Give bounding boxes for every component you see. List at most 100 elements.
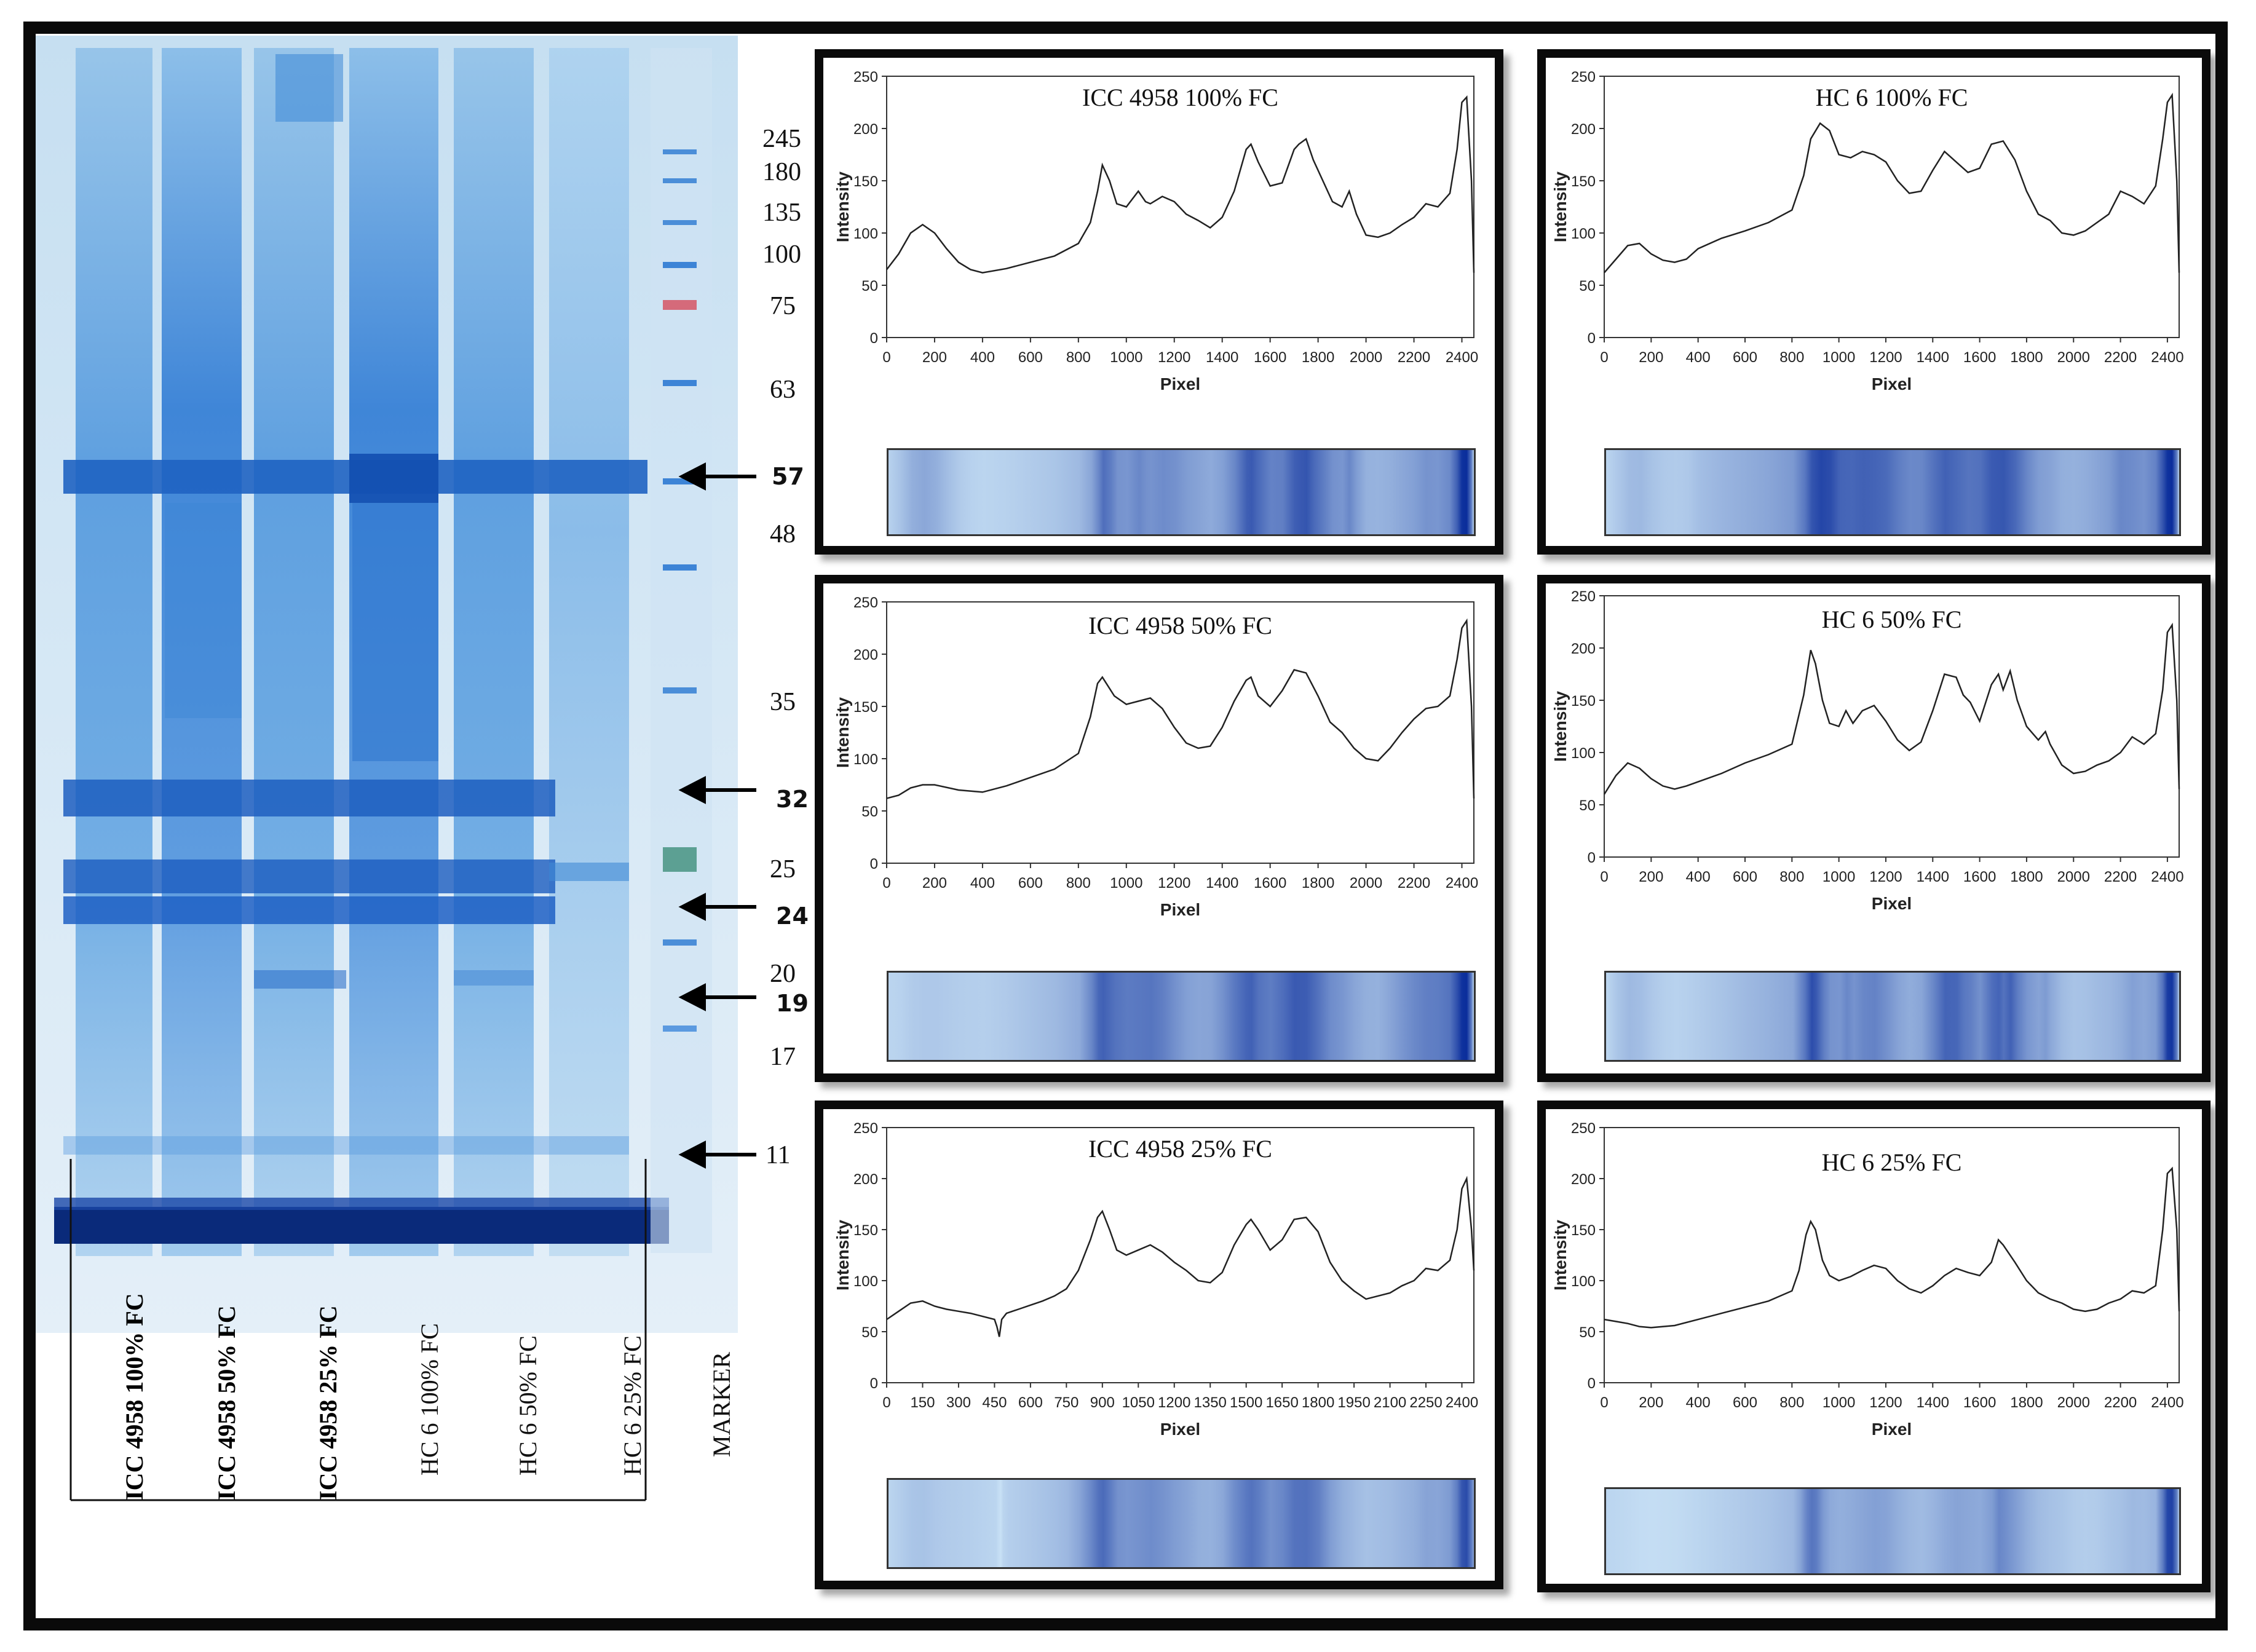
x-tick-label: 1000: [1110, 349, 1142, 366]
y-tick-label: 100: [1571, 745, 1596, 762]
lane-label: ICC 4958 25% FC: [314, 1305, 342, 1500]
y-tick-label: 250: [1571, 588, 1596, 605]
profile-line: [886, 618, 1475, 799]
x-tick-label: 200: [922, 875, 947, 891]
x-axis-label: Pixel: [1872, 1420, 1912, 1439]
mw-label: 35: [770, 688, 796, 716]
x-tick-label: 1600: [1963, 349, 1996, 366]
y-tick-label: 200: [1571, 641, 1596, 657]
y-tick-label: 100: [1571, 226, 1596, 242]
x-tick-label: 2200: [1398, 875, 1430, 891]
arrow-label: 11: [766, 1141, 791, 1169]
mw-label: 75: [770, 292, 796, 320]
y-tick-label: 0: [1588, 850, 1596, 866]
x-tick-label: 2200: [1398, 349, 1430, 366]
y-tick-label: 200: [1571, 121, 1596, 138]
x-tick-label: 1650: [1265, 1394, 1298, 1411]
mw-label: 20: [770, 960, 796, 988]
y-axis-label: Intensity: [1551, 691, 1570, 762]
x-tick-label: 1200: [1158, 875, 1190, 891]
x-tick-label: 1350: [1194, 1394, 1227, 1411]
chart-title: ICC 4958 50% FC: [1088, 612, 1272, 639]
x-tick-label: 1800: [1302, 875, 1334, 891]
x-tick-label: 800: [1066, 349, 1091, 366]
x-tick-label: 400: [1686, 349, 1711, 366]
densitometry-panel: 0 50 100 150 200 250 0 200 400 600 800 1000 1200 1400…: [1537, 575, 2210, 1082]
x-tick-label: 1800: [2010, 1394, 2043, 1411]
mw-label: 25: [770, 855, 796, 883]
line-chart: 0 50 100 150 200 250 0 200 400 600 800 1000 1200 1400…: [1551, 1120, 2184, 1439]
y-tick-label: 50: [1579, 1324, 1596, 1341]
line-chart: 0 50 100 150 200 250 0 200 400 600 800 1000 1200 1400…: [833, 595, 1478, 919]
y-tick-label: 0: [870, 330, 878, 347]
y-tick-label: 50: [1579, 278, 1596, 294]
x-tick-label: 1200: [1869, 349, 1902, 366]
y-tick-label: 0: [870, 856, 878, 872]
x-tick-label: 600: [1733, 349, 1757, 366]
y-tick-label: 250: [853, 595, 878, 611]
lane-strip-image: [1604, 448, 2181, 536]
x-tick-label: 600: [1733, 869, 1757, 885]
x-tick-label: 1600: [1963, 869, 1996, 885]
profile-line: [1604, 92, 2180, 274]
x-tick-label: 200: [1639, 349, 1663, 366]
x-tick-label: 600: [1018, 875, 1043, 891]
lane-strip-image: [887, 1478, 1476, 1569]
lane-label: MARKER: [708, 1351, 735, 1457]
y-tick-label: 100: [853, 1273, 878, 1290]
y-tick-label: 50: [861, 1324, 878, 1341]
lane-strip-image: [1604, 971, 2181, 1062]
x-tick-label: 1050: [1122, 1394, 1155, 1411]
plot-area: [1604, 595, 2180, 858]
x-tick-label: 800: [1779, 869, 1804, 885]
y-tick-label: 250: [1571, 69, 1596, 85]
y-tick-label: 50: [861, 804, 878, 820]
line-chart: 0 50 100 150 200 250 0 150 300 450 600 750 900 1050 12…: [833, 1120, 1478, 1439]
y-tick-label: 150: [1571, 173, 1596, 190]
x-tick-label: 400: [1686, 869, 1711, 885]
x-tick-label: 2200: [2104, 1394, 2137, 1411]
profile-line: [1604, 1166, 2180, 1329]
y-tick-label: 150: [1571, 693, 1596, 709]
x-tick-label: 2200: [2104, 869, 2137, 885]
x-tick-label: 450: [982, 1394, 1007, 1411]
line-chart: 0 50 100 150 200 250 0 200 400 600 800 1000 1200 1400…: [833, 69, 1478, 393]
line-chart: 0 50 100 150 200 250 0 200 400 600 800 1000 1200 1400…: [1551, 69, 2184, 393]
plot-area: [886, 601, 1474, 864]
lane-label: ICC 4958 50% FC: [213, 1305, 240, 1500]
x-tick-label: 1200: [1158, 1394, 1190, 1411]
mw-label: 63: [770, 376, 796, 404]
x-tick-label: 0: [1600, 869, 1608, 885]
x-tick-label: 600: [1018, 1394, 1043, 1411]
x-tick-label: 2400: [2151, 349, 2183, 366]
mw-label: 100: [762, 240, 801, 269]
x-tick-label: 200: [1639, 869, 1663, 885]
arrow-label: 32: [776, 786, 809, 813]
mw-label: 17: [770, 1043, 796, 1071]
lane-label: ICC 4958 100% FC: [121, 1293, 148, 1500]
x-tick-label: 1000: [1823, 349, 1855, 366]
x-tick-label: 2000: [1350, 875, 1382, 891]
x-tick-label: 1800: [1302, 349, 1334, 366]
profile-line: [886, 1176, 1475, 1337]
x-tick-label: 0: [882, 1394, 890, 1411]
y-tick-label: 0: [1588, 330, 1596, 347]
y-axis-label: Intensity: [1551, 172, 1570, 243]
densitometry-panel: 0 50 100 150 200 250 0 150 300 450 600 750 900 1050 12…: [815, 1101, 1503, 1589]
line-chart: 0 50 100 150 200 250 0 200 400 600 800 1000 1200 1400…: [1551, 588, 2184, 913]
plot-area: [1604, 76, 2180, 338]
lane-strip-image: [887, 971, 1476, 1062]
x-tick-label: 600: [1733, 1394, 1757, 1411]
y-tick-label: 0: [1588, 1375, 1596, 1392]
y-tick-label: 100: [1571, 1273, 1596, 1290]
lane-strip-image: [887, 448, 1476, 536]
x-tick-label: 2000: [2057, 349, 2090, 366]
x-tick-label: 1200: [1869, 1394, 1902, 1411]
x-tick-label: 1000: [1110, 875, 1142, 891]
arrow-label: 24: [776, 903, 809, 930]
densitometry-panel: 0 50 100 150 200 250 0 200 400 600 800 1000 1200 1400…: [1537, 1101, 2210, 1592]
x-tick-label: 0: [882, 349, 890, 366]
profile-line: [1603, 622, 2180, 795]
x-tick-label: 1000: [1823, 869, 1855, 885]
